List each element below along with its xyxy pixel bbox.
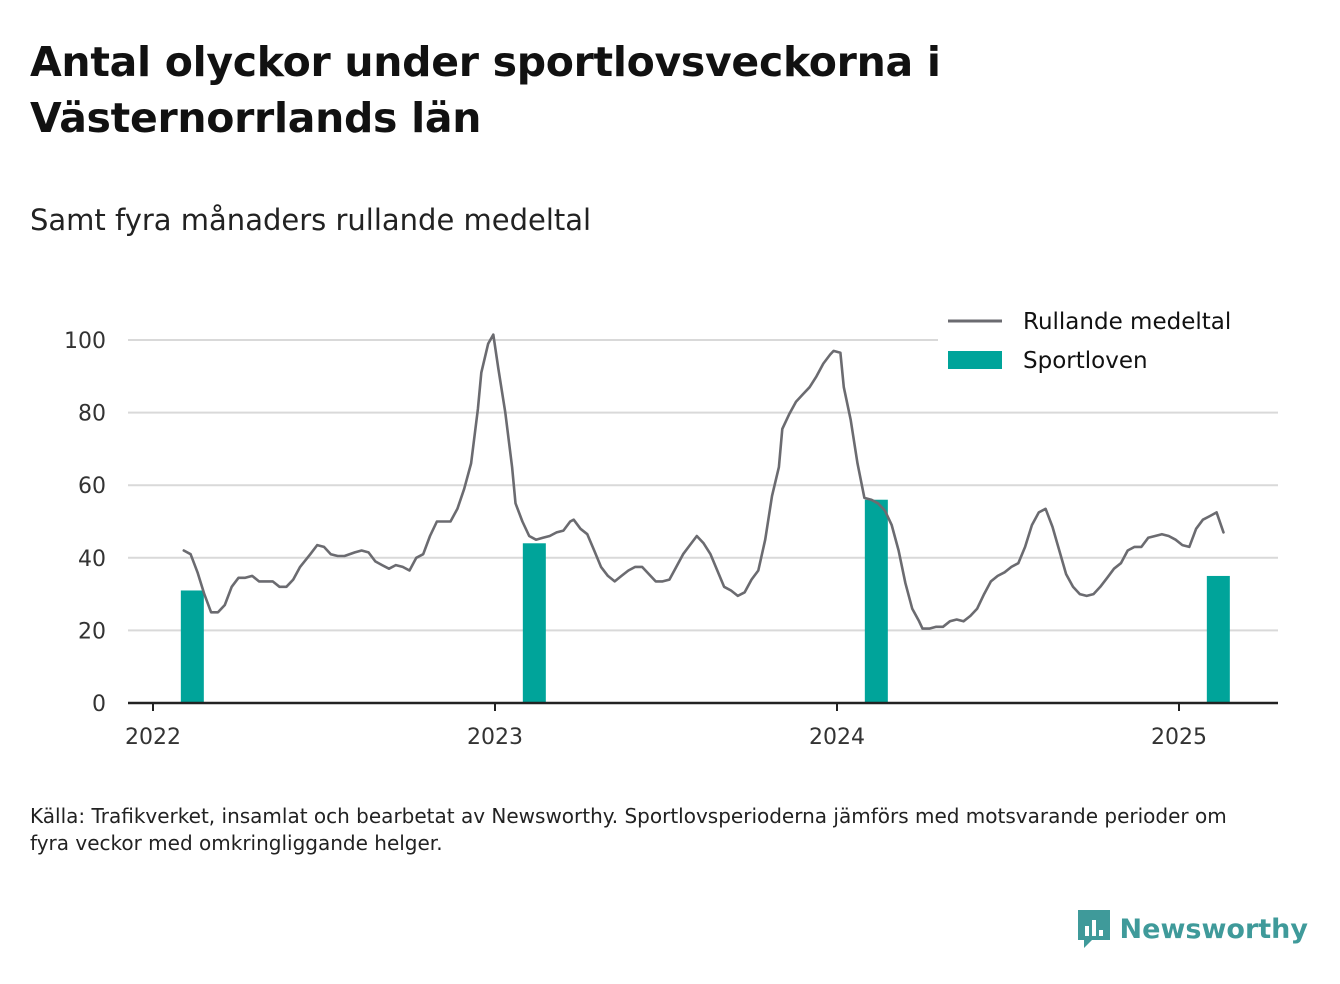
legend-bar-swatch: [948, 351, 1002, 369]
bar: [1206, 575, 1230, 703]
y-tick-label: 100: [64, 329, 106, 354]
y-tick-label: 60: [78, 474, 106, 499]
x-tick-label: 2022: [125, 725, 181, 750]
y-tick-label: 80: [78, 402, 106, 427]
bar: [180, 590, 204, 703]
y-tick-label: 20: [78, 619, 106, 644]
grid-layer: [128, 339, 1278, 632]
brand: Newsworthy: [1076, 908, 1308, 950]
y-tick-label: 0: [92, 692, 106, 717]
legend-background: [938, 306, 1283, 384]
bar: [864, 499, 888, 703]
bar: [522, 543, 546, 703]
x-tick-label: 2024: [809, 725, 865, 750]
legend-label-line: Rullande medeltal: [1023, 309, 1231, 335]
y-tick-label: 40: [78, 547, 106, 572]
line-layer: [182, 333, 1225, 630]
legend: Rullande medeltal Sportloven: [938, 306, 1283, 384]
x-tick-label: 2023: [467, 725, 523, 750]
x-tick-label: 2025: [1151, 725, 1207, 750]
legend-label-bar: Sportloven: [1023, 348, 1148, 374]
series-line: [182, 333, 1225, 630]
brand-name: Newsworthy: [1119, 913, 1308, 945]
chart-title: Antal olyckor under sportlovsveckorna i …: [30, 38, 941, 142]
source-footnote: Källa: Trafikverket, insamlat och bearbe…: [30, 804, 1227, 855]
chart: 0 20 40 60 80 100 2022 2023 2024 2025 Rullande me…: [64, 306, 1283, 750]
newsworthy-logo-icon: [1077, 910, 1110, 948]
bars-layer: [180, 499, 1230, 703]
chart-subtitle: Samt fyra månaders rullande medeltal: [30, 203, 592, 237]
axis-layer: 0 20 40 60 80 100 2022 2023 2024 2025: [64, 329, 1278, 750]
